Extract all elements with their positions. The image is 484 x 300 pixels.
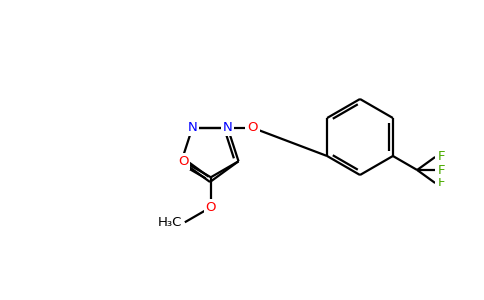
Text: F: F <box>438 151 445 164</box>
Text: H₃C: H₃C <box>157 216 182 229</box>
Text: O: O <box>178 155 188 168</box>
Text: F: F <box>438 176 445 190</box>
Text: N: N <box>187 121 197 134</box>
Text: N: N <box>223 121 232 134</box>
Text: F: F <box>438 164 445 176</box>
Text: O: O <box>206 201 216 214</box>
Text: O: O <box>247 121 257 134</box>
